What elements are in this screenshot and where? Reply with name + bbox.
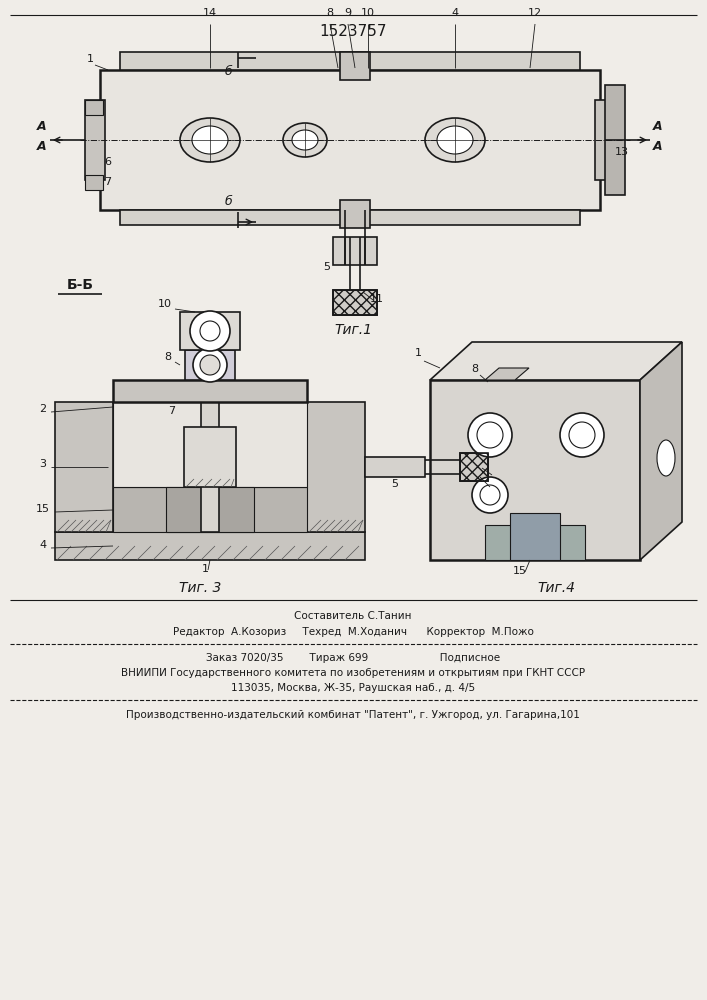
Text: 15: 15	[36, 504, 50, 514]
Text: 7: 7	[105, 177, 112, 187]
Text: 10: 10	[158, 299, 172, 309]
Bar	[100, 70, 600, 210]
Bar	[595, 100, 615, 180]
Bar	[55, 402, 113, 532]
Bar	[113, 487, 307, 532]
Bar	[333, 237, 377, 265]
Bar	[333, 290, 377, 315]
Circle shape	[200, 355, 220, 375]
Bar	[55, 532, 365, 560]
Ellipse shape	[437, 126, 473, 154]
Text: Редактор  А.Козориз     Техред  М.Ходанич      Корректор  М.Пожо: Редактор А.Козориз Техред М.Ходанич Корр…	[173, 627, 534, 637]
Bar	[201, 352, 219, 532]
Text: Заказ 7020/35        Тираж 699                      Подписное: Заказ 7020/35 Тираж 699 Подписное	[206, 653, 500, 663]
Text: 6: 6	[168, 386, 175, 396]
Bar	[460, 453, 488, 481]
Text: 10: 10	[361, 8, 375, 18]
Text: 1: 1	[414, 348, 421, 358]
Bar	[365, 457, 425, 477]
Text: 1523757: 1523757	[320, 24, 387, 39]
Circle shape	[193, 348, 227, 382]
Text: ВНИИПИ Государственного комитета по изобретениям и открытиям при ГКНТ СССР: ВНИИПИ Государственного комитета по изоб…	[121, 668, 585, 678]
Text: 8: 8	[472, 364, 479, 374]
Ellipse shape	[283, 123, 327, 157]
Bar	[113, 380, 307, 402]
Text: 6: 6	[105, 157, 112, 167]
Text: 2: 2	[40, 404, 47, 414]
Text: 1: 1	[201, 564, 209, 574]
Circle shape	[190, 311, 230, 351]
Bar	[113, 402, 307, 487]
Text: 15: 15	[513, 566, 527, 576]
Text: A: A	[653, 140, 663, 153]
Text: 7: 7	[168, 406, 175, 416]
Ellipse shape	[425, 118, 485, 162]
Text: Производственно-издательский комбинат "Патент", г. Ужгород, ул. Гагарина,101: Производственно-издательский комбинат "П…	[126, 710, 580, 720]
Bar	[333, 290, 377, 315]
Text: 11: 11	[488, 481, 502, 491]
Text: 14: 14	[203, 8, 217, 18]
Polygon shape	[640, 342, 682, 560]
Text: 5: 5	[392, 479, 399, 489]
Text: 12: 12	[528, 8, 542, 18]
Text: A: A	[37, 120, 47, 133]
Bar	[510, 513, 560, 560]
Text: 8: 8	[165, 352, 172, 362]
Text: 9: 9	[344, 8, 351, 18]
Bar	[307, 402, 365, 532]
Text: 3: 3	[472, 460, 479, 470]
Ellipse shape	[657, 440, 675, 476]
Polygon shape	[485, 368, 529, 380]
Text: Τиг. 3: Τиг. 3	[179, 581, 221, 595]
Text: Τиг.4: Τиг.4	[537, 581, 575, 595]
Bar	[460, 453, 488, 481]
Text: б: б	[224, 65, 232, 78]
Ellipse shape	[180, 118, 240, 162]
Bar	[180, 312, 240, 350]
Bar	[184, 427, 236, 487]
Bar	[166, 487, 254, 532]
Text: 1: 1	[86, 54, 93, 64]
Bar	[120, 52, 580, 70]
Text: 11: 11	[370, 294, 384, 304]
Bar	[485, 525, 585, 560]
Text: A: A	[37, 140, 47, 153]
Text: Τиг.1: Τиг.1	[334, 323, 372, 337]
Bar	[340, 52, 370, 80]
Text: Б-Б: Б-Б	[66, 278, 93, 292]
Ellipse shape	[292, 130, 318, 150]
Bar	[333, 290, 377, 315]
Text: 4: 4	[452, 8, 459, 18]
Circle shape	[468, 413, 512, 457]
Bar	[605, 85, 625, 195]
Circle shape	[472, 477, 508, 513]
Text: б: б	[224, 195, 232, 208]
Text: 5: 5	[324, 262, 330, 272]
Bar	[185, 350, 235, 380]
Text: 113035, Москва, Ж-35, Раушская наб., д. 4/5: 113035, Москва, Ж-35, Раушская наб., д. …	[231, 683, 475, 693]
Bar	[85, 175, 103, 190]
Text: 3: 3	[40, 459, 47, 469]
Bar	[430, 380, 640, 560]
Text: Составитель С.Танин: Составитель С.Танин	[294, 611, 411, 621]
Bar	[85, 100, 105, 180]
Text: 4: 4	[40, 540, 47, 550]
Ellipse shape	[192, 126, 228, 154]
Bar	[460, 453, 488, 481]
Bar	[340, 200, 370, 228]
Bar	[85, 100, 103, 115]
Text: 8: 8	[327, 8, 334, 18]
Circle shape	[560, 413, 604, 457]
Bar	[120, 210, 580, 225]
Text: A: A	[653, 120, 663, 133]
Text: 13: 13	[615, 147, 629, 157]
Polygon shape	[430, 342, 682, 380]
